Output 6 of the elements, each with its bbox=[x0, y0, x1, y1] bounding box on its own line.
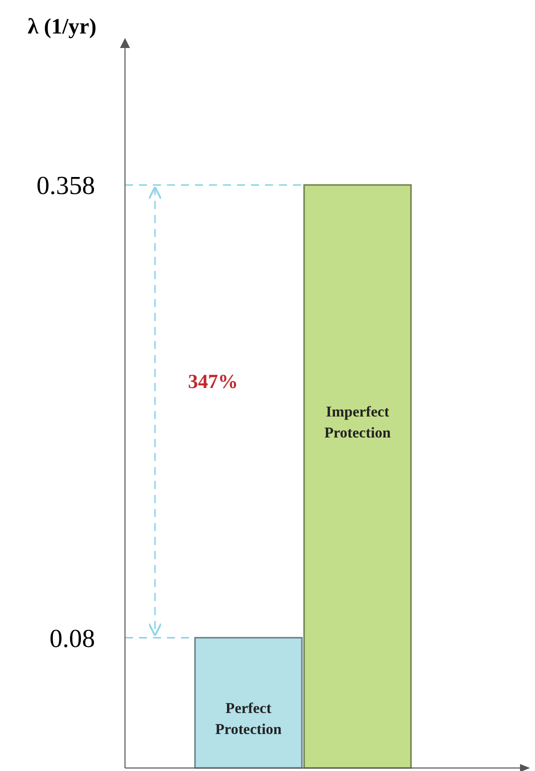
y-tick-label: 0.08 bbox=[50, 624, 95, 653]
annotation: 347% bbox=[188, 371, 238, 393]
x-tick-label: Perfect Protection bbox=[215, 700, 282, 738]
y-tick-label: 0.358 bbox=[36, 171, 95, 200]
x-tick-label: Imperfect Protection bbox=[324, 404, 392, 442]
y-axis-title: λ (1/yr) bbox=[28, 14, 96, 39]
